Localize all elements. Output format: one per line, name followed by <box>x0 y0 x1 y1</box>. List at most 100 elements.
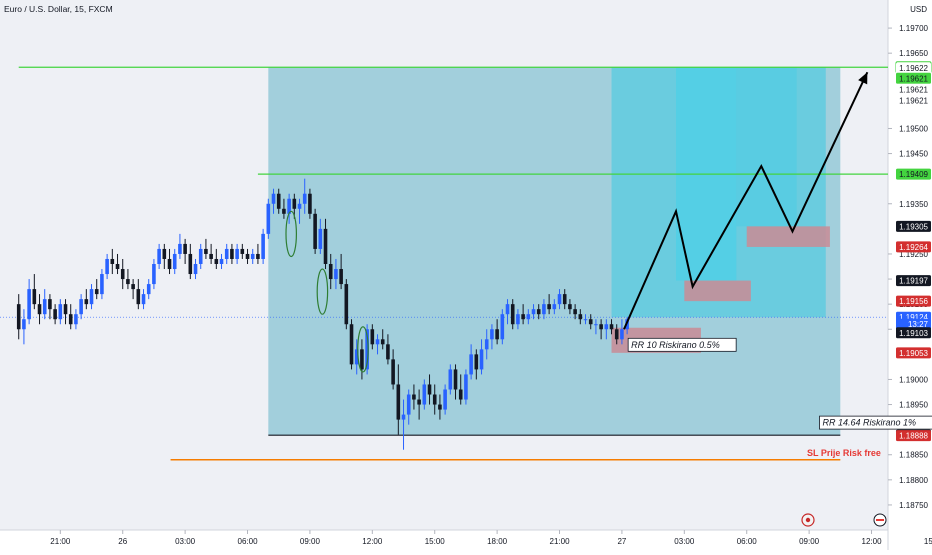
candle <box>178 233 182 259</box>
candle-body <box>53 309 57 320</box>
sl-label: SL Prije Risk free <box>807 448 881 458</box>
candle-body <box>224 248 229 259</box>
candle-body <box>620 329 624 340</box>
candle <box>344 279 349 330</box>
candle <box>245 248 250 264</box>
highlight-ellipse-2 <box>357 326 369 373</box>
alert-icon[interactable] <box>801 513 815 527</box>
candle <box>261 228 265 264</box>
candle-body <box>438 404 442 410</box>
candle <box>209 243 213 264</box>
candle <box>620 319 624 345</box>
notification-icon[interactable] <box>873 513 887 527</box>
stop-zone-5[interactable] <box>684 280 751 302</box>
annotation-1[interactable]: RR 14.64 Riskirano 1% <box>819 415 932 430</box>
candle-body <box>406 394 411 415</box>
candle <box>42 289 47 320</box>
candle-body <box>302 193 307 204</box>
highlight-ellipses <box>285 210 369 373</box>
candle <box>484 329 489 360</box>
candle-body <box>79 299 83 315</box>
candle-body <box>183 243 187 254</box>
candle <box>365 324 369 375</box>
price-tag: 1.19622 <box>896 62 931 74</box>
y-tick-label: 1.18750 <box>899 501 928 510</box>
price-tags: 1.196221.196221.196211.196211.196211.194… <box>895 61 932 442</box>
candle <box>162 243 167 270</box>
y-tick-label: 1.19350 <box>899 200 928 209</box>
price-tag-label: 1.19124 <box>899 313 928 322</box>
candle-body <box>432 394 437 405</box>
price-tag-box <box>896 327 931 339</box>
candle-body <box>609 324 614 330</box>
candles <box>16 178 629 450</box>
price-tag: 1.19621 <box>896 83 931 95</box>
candle <box>542 299 546 320</box>
candle-body <box>89 289 94 305</box>
candle <box>22 309 26 345</box>
stop-zone-6[interactable] <box>746 226 830 247</box>
candle-body <box>32 289 37 305</box>
x-tick-label: 18:00 <box>487 537 508 546</box>
candle <box>562 289 567 310</box>
horizontal-levels[interactable] <box>18 66 888 461</box>
price-tag-label: 1.19103 <box>899 329 928 338</box>
candle-body <box>198 248 203 264</box>
candle-body <box>412 394 416 400</box>
highlight-ellipse-0 <box>285 210 297 258</box>
annotation-0[interactable]: RR 10 Riskirano 0.5% <box>627 337 737 352</box>
candle <box>276 188 281 214</box>
candle <box>146 279 151 300</box>
candle-body <box>484 339 489 350</box>
candle <box>432 384 437 415</box>
candle <box>157 243 161 270</box>
candle <box>453 364 458 400</box>
candle-body <box>583 319 588 321</box>
candle-body <box>360 349 364 370</box>
candle-body <box>443 389 447 410</box>
projection-path[interactable] <box>623 71 869 330</box>
price-tag-box <box>896 241 931 253</box>
candle-body <box>474 354 479 370</box>
x-tick-label: 12:00 <box>362 537 383 546</box>
x-tick-label: 06:00 <box>737 537 758 546</box>
candle-body <box>58 304 63 320</box>
candle <box>500 309 505 345</box>
candle-body <box>292 198 297 209</box>
candle <box>167 248 172 275</box>
candle <box>464 369 468 405</box>
candle-body <box>63 304 68 315</box>
price-tag: 1.19264 <box>896 241 931 253</box>
candle <box>120 258 125 290</box>
candle <box>68 304 73 330</box>
candle-body <box>516 314 520 325</box>
candle-body <box>365 329 369 370</box>
candle <box>183 238 187 264</box>
time-axis-background <box>0 530 888 550</box>
candle-body <box>318 228 323 249</box>
price-tag-box <box>896 168 931 180</box>
candle-body <box>235 248 239 259</box>
target-bright-zone-3[interactable] <box>736 67 797 227</box>
price-tag: 1.18888 <box>896 430 931 442</box>
price-tag: 1.19103 <box>896 327 931 339</box>
candle-body <box>266 203 271 234</box>
candle-body <box>464 374 468 400</box>
candle <box>578 309 583 325</box>
candle-body <box>328 264 333 280</box>
candle-body <box>42 299 47 315</box>
candle-body <box>599 324 603 330</box>
candle-body <box>22 319 26 330</box>
x-tick-label: 09:00 <box>799 537 820 546</box>
candle-body <box>276 193 281 209</box>
candle-body <box>313 213 317 249</box>
candle <box>406 389 411 425</box>
candle <box>396 364 401 435</box>
candle-body <box>136 289 141 305</box>
x-tick-label: 06:00 <box>238 537 259 546</box>
candle-body <box>557 294 562 305</box>
candle-body <box>105 258 109 275</box>
candle-body <box>152 264 156 285</box>
